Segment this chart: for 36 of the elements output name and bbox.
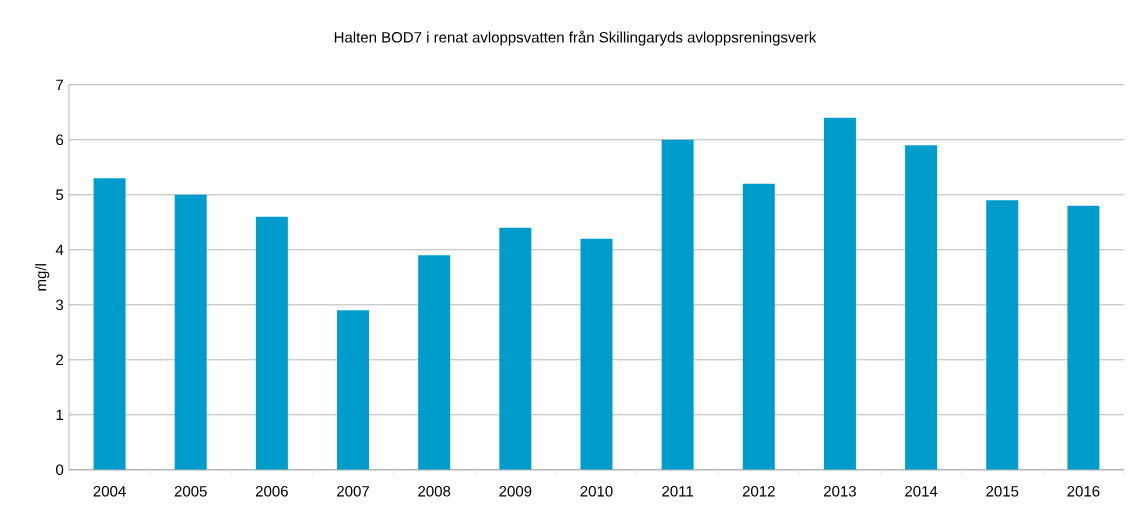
bar <box>661 139 694 470</box>
bar <box>905 145 938 470</box>
bar <box>1067 205 1100 470</box>
x-tick-label: 2013 <box>824 485 856 497</box>
x-tick-label: 2008 <box>418 485 451 497</box>
x-tick-label: 2012 <box>742 485 775 497</box>
y-tick-label: 3 <box>56 299 64 311</box>
bar <box>986 200 1019 470</box>
bar <box>418 255 451 470</box>
bar <box>580 238 613 470</box>
x-tick-label: 2011 <box>662 485 694 497</box>
x-tick-label: 2005 <box>174 485 207 497</box>
x-tick-label: 2007 <box>337 485 369 497</box>
bar <box>823 117 856 470</box>
chart-title: Halten BOD7 i renat avloppsvatten från Skillingaryds avloppsreningsverk <box>334 30 817 46</box>
y-tick-label: 2 <box>56 354 64 366</box>
bar <box>93 178 126 470</box>
x-tick-label: 2006 <box>255 485 288 497</box>
x-tick-label: 2015 <box>986 485 1019 497</box>
bar <box>255 216 288 470</box>
x-tick-label: 2009 <box>499 485 532 497</box>
bar <box>337 310 370 470</box>
x-tick-label: 2004 <box>93 485 126 497</box>
y-tick-label: 1 <box>56 409 64 420</box>
bar <box>499 227 532 470</box>
y-tick-label: 7 <box>56 79 64 90</box>
y-tick-label: 0 <box>56 464 64 476</box>
x-tick-label: 2010 <box>580 485 613 497</box>
bar <box>174 194 207 470</box>
x-tick-label: 2016 <box>1067 485 1100 497</box>
y-tick-label: 6 <box>56 134 64 146</box>
y-tick-label: 5 <box>56 189 64 201</box>
y-axis-title: mg/l <box>35 264 50 291</box>
bar <box>742 183 775 470</box>
x-tick-label: 2014 <box>905 485 938 497</box>
y-tick-label: 4 <box>55 244 64 255</box>
